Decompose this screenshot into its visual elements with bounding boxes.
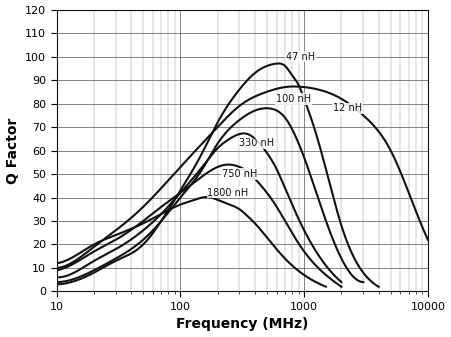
X-axis label: Frequency (MHz): Frequency (MHz) xyxy=(176,317,308,332)
Text: 12 nH: 12 nH xyxy=(333,103,362,113)
Text: 100 nH: 100 nH xyxy=(276,94,311,104)
Text: 1800 nH: 1800 nH xyxy=(207,188,249,198)
Text: 750 nH: 750 nH xyxy=(221,169,257,179)
Text: 47 nH: 47 nH xyxy=(286,52,315,62)
Y-axis label: Q Factor: Q Factor xyxy=(5,117,19,184)
Text: 330 nH: 330 nH xyxy=(239,139,275,149)
